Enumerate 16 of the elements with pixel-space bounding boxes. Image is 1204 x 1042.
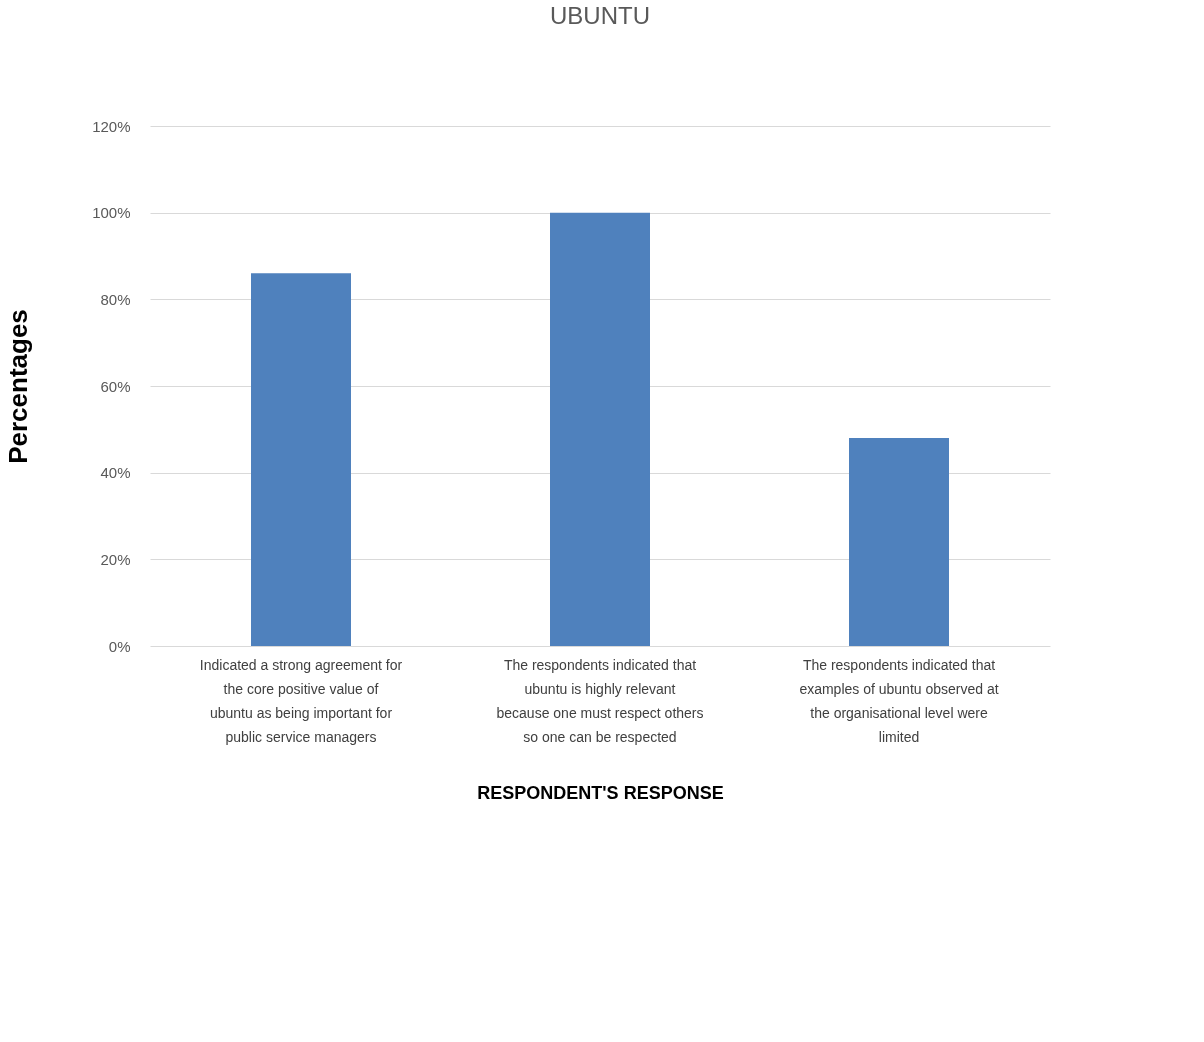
x-tick-label: The respondents indicated that ubuntu is highly relevant because one must respect others so one can be respected <box>496 656 704 745</box>
y-tick-label: 40% <box>100 464 131 482</box>
y-tick-label: 20% <box>100 550 131 568</box>
chart-title: UBUNTU <box>550 2 650 29</box>
x-axis-title: RESPONDENT'S RESPONSE <box>477 782 724 803</box>
bar <box>849 438 949 646</box>
y-axis-title: Percentages <box>3 309 34 464</box>
y-tick-label: 60% <box>100 377 131 395</box>
y-tick-label: 80% <box>100 290 131 308</box>
x-tick-label: The respondents indicated that examples of ubuntu observed at the organisational level were limited <box>799 656 999 745</box>
y-tick-label: 0% <box>108 637 131 655</box>
y-tick-label: 100% <box>92 204 131 222</box>
y-tick-label: 120% <box>92 117 131 135</box>
x-tick-label: Indicated a strong agreement for the core positive value of ubuntu as being important for public service managers <box>199 656 403 745</box>
bar <box>251 273 351 646</box>
bar <box>550 212 650 646</box>
